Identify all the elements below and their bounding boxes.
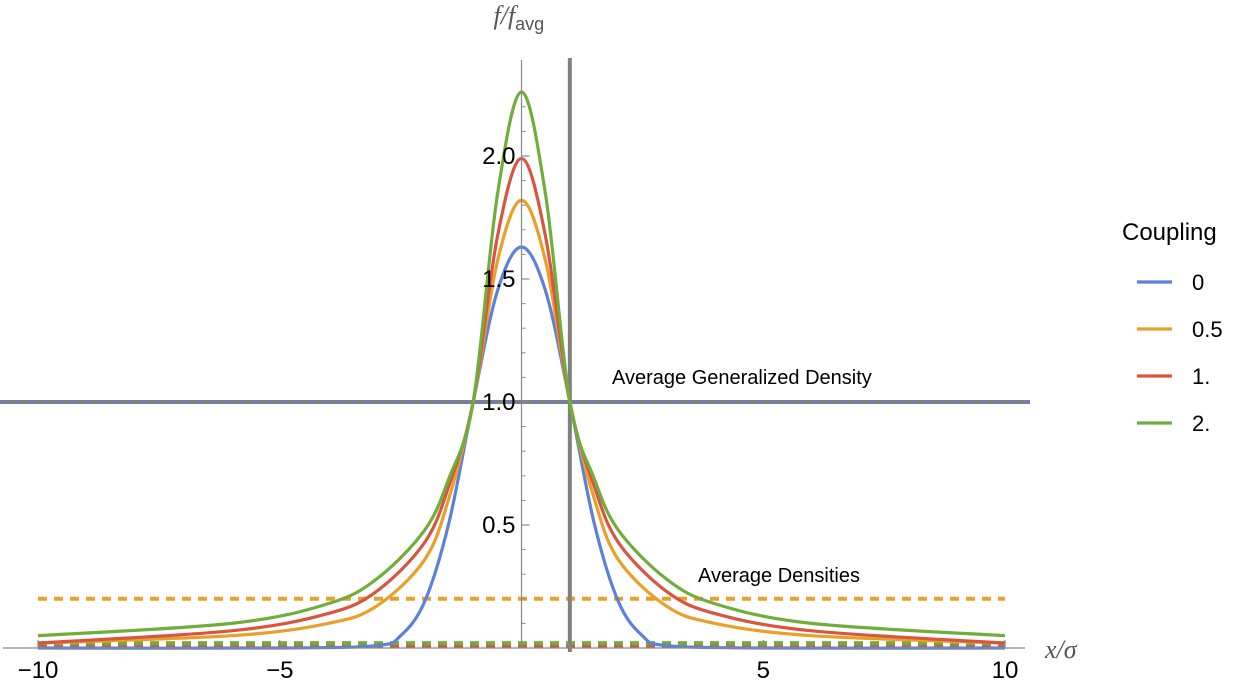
legend-label: 2. bbox=[1192, 411, 1210, 436]
annotations: Average Generalized Density Average Densi… bbox=[612, 367, 872, 587]
legend: Coupling 0 0.5 1. 2. bbox=[1122, 219, 1223, 436]
annotation-text: Average Densities bbox=[698, 565, 860, 587]
y-axis-label-subscript: avg bbox=[515, 14, 544, 34]
x-axis-ticks: −10 −5 5 10 bbox=[18, 640, 1019, 684]
y-axis-label-main: f/f bbox=[494, 1, 519, 30]
x-tick-label: −10 bbox=[18, 657, 59, 684]
annotation-text: Average Generalized Density bbox=[612, 367, 872, 389]
legend-label: 0.5 bbox=[1192, 317, 1223, 342]
x-tick-label: 5 bbox=[757, 657, 770, 684]
x-tick-label: −5 bbox=[266, 657, 293, 684]
x-tick-label: 10 bbox=[992, 657, 1019, 684]
y-axis-ticks: 0.5 1.0 1.5 2.0 bbox=[482, 106, 530, 624]
legend-label: 1. bbox=[1192, 364, 1210, 389]
legend-title: Coupling bbox=[1122, 219, 1217, 246]
y-tick-label: 2.0 bbox=[482, 143, 515, 170]
x-axis-label: x/σ bbox=[1044, 635, 1078, 664]
y-tick-label: 1.5 bbox=[482, 266, 515, 293]
legend-label: 0 bbox=[1192, 270, 1204, 295]
y-axis-label: f/favg bbox=[494, 1, 545, 34]
y-tick-label: 0.5 bbox=[482, 512, 515, 539]
y-tick-label: 1.0 bbox=[482, 389, 515, 416]
axes: −10 −5 5 10 0.5 1.0 1.5 2.0 x/σ f/favg bbox=[3, 1, 1078, 684]
